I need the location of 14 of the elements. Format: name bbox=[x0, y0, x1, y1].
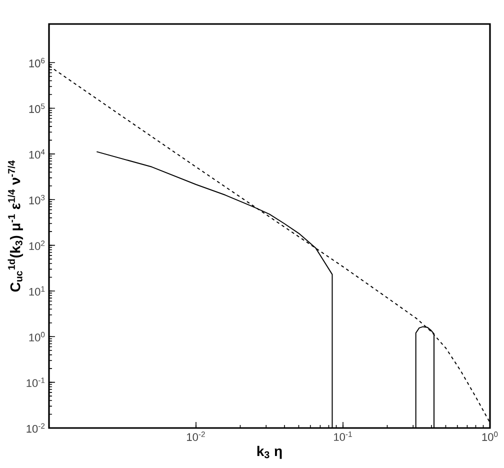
y-tick-label: 10$^{1}$ bbox=[29, 286, 45, 296]
y-tick-label: 10$^{2}$ bbox=[29, 240, 45, 250]
x-tick-label: 10$^{-2}$ bbox=[187, 432, 205, 441]
y-tick-label: 10$^{5}$ bbox=[29, 104, 45, 113]
x-axis-title: k$_{3}$ η bbox=[257, 446, 282, 459]
y-tick-label: 10$^{6}$ bbox=[29, 58, 45, 68]
y-tick-label: 10$^{0}$ bbox=[29, 332, 45, 342]
y-tick-label: 10$^{4}$ bbox=[29, 149, 45, 159]
x-tick-label: 10$^{0}$ bbox=[482, 432, 498, 441]
x-tick-label: 10$^{-1}$ bbox=[334, 432, 352, 441]
y-tick-label: 10$^{-2}$ bbox=[26, 423, 45, 433]
y-tick-label: 10$^{-1}$ bbox=[26, 378, 45, 388]
text: C$_{uc}$$^{1d}$(k$_{3}$) μ$^{-1}$ ε$^{1/4}$ ν$^{-7/4}$ bbox=[8, 160, 24, 292]
y-tick-label: 10$^{3}$ bbox=[29, 194, 45, 204]
